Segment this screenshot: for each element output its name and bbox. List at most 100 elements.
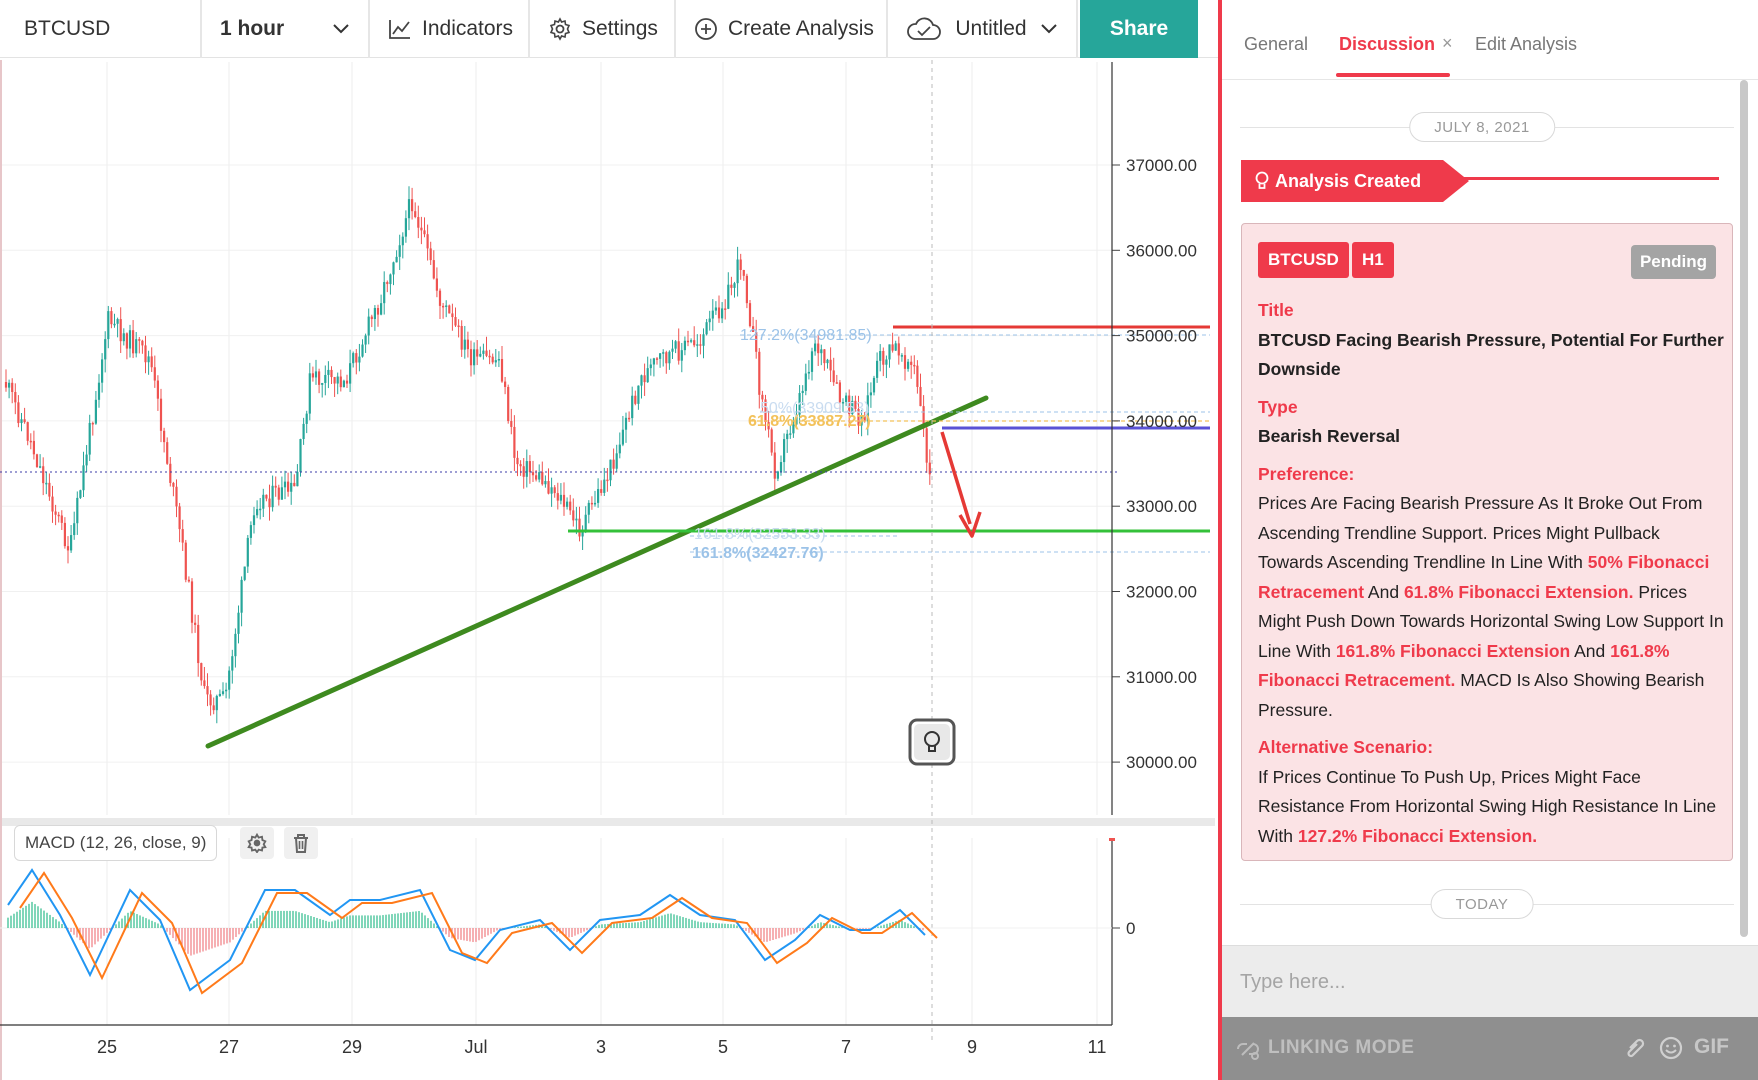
macd-remove-button[interactable]: [284, 827, 318, 859]
macd-settings-button[interactable]: [240, 827, 274, 859]
paperclip-icon[interactable]: [1622, 1035, 1648, 1061]
candle-body: [352, 353, 355, 364]
ascending-trendline[interactable]: [205, 395, 989, 749]
scrollbar-thumb[interactable]: [1740, 80, 1748, 937]
time-tick-label: 9: [967, 1037, 977, 1057]
candle-body: [786, 433, 789, 440]
candle-body: [144, 345, 147, 363]
candle-body: [299, 439, 302, 472]
candle-body: [820, 349, 823, 354]
link-icon[interactable]: [1234, 1035, 1262, 1063]
text-segment: MACD Is Also Showing Bearish Pressure.: [1258, 670, 1705, 720]
message-input[interactable]: [1222, 946, 1758, 1018]
chart-area[interactable]: BTCUSD 1 hour Indicators Settings Create…: [0, 0, 1220, 1080]
candle-body: [423, 230, 426, 235]
candle-body: [380, 303, 383, 315]
fib-label-127: 127.2%(34981.85): [740, 327, 872, 344]
tab-general[interactable]: General: [1244, 34, 1309, 54]
bearish-projection-arrow[interactable]: [940, 431, 982, 538]
candle-body: [293, 482, 296, 487]
candle-body: [181, 529, 184, 543]
candle-body: [107, 311, 110, 340]
time-tick-label: 25: [97, 1037, 117, 1057]
candle-body: [535, 475, 538, 480]
candle-body: [680, 350, 683, 361]
analysis-created-marker: Analysis Created: [1241, 160, 1470, 202]
indicators-button[interactable]: Indicators: [370, 0, 530, 58]
candle-body: [671, 348, 674, 352]
candle-body: [231, 656, 234, 671]
candle-body: [761, 394, 764, 400]
layout-dropdown[interactable]: Untitled: [888, 0, 1078, 58]
time-tick-label: 27: [219, 1037, 239, 1057]
candle-body: [345, 380, 349, 384]
discussion-panel: General Discussion × Edit Analysis JULY …: [1218, 0, 1758, 1080]
candle-body: [76, 497, 79, 524]
candle-body: [497, 359, 500, 361]
gif-button[interactable]: GIF: [1694, 1035, 1729, 1058]
price-tick-label: 35000.00: [1126, 327, 1197, 346]
symbol-label: BTCUSD: [24, 17, 111, 40]
candle-body: [339, 376, 342, 388]
candle-body: [659, 353, 662, 359]
candle-body: [147, 356, 150, 363]
price-chart[interactable]: 127.2%(34981.85) 61.8%(33887.27) 50%(339…: [0, 58, 1220, 1080]
candle-body: [91, 422, 94, 425]
indicators-label: Indicators: [422, 17, 514, 40]
candle-body: [897, 343, 900, 356]
analysis-card[interactable]: BTCUSD H1 Pending Title BTCUSD Facing Be…: [1241, 223, 1733, 861]
candle-body: [838, 382, 841, 403]
candle-body: [696, 344, 699, 346]
highlight-segment: 50% Fibonacci Retracement: [1258, 552, 1710, 602]
candle-body: [913, 364, 916, 367]
idea-marker[interactable]: [908, 718, 956, 766]
highlight-segment: 161.8% Fibonacci Extension: [1335, 640, 1571, 661]
preference-label: Preference:: [1258, 463, 1355, 484]
candle-body: [200, 663, 203, 681]
time-tick-label: 7: [841, 1037, 851, 1057]
emoji-icon[interactable]: [1658, 1035, 1684, 1061]
tab-edit-analysis[interactable]: Edit Analysis: [1475, 34, 1578, 54]
candle-body: [624, 417, 628, 430]
candle-body: [711, 310, 714, 319]
linking-mode-label[interactable]: LINKING MODE: [1268, 1037, 1415, 1058]
candle-body: [569, 501, 572, 511]
candle-body: [693, 340, 696, 346]
candle-body: [553, 487, 556, 494]
interval-dropdown[interactable]: 1 hour: [202, 0, 370, 58]
candle-body: [324, 374, 327, 383]
signal-line: [19, 871, 938, 995]
date-separator-today: TODAY: [1222, 889, 1742, 919]
create-analysis-button[interactable]: Create Analysis: [676, 0, 888, 58]
candle-body: [872, 377, 876, 393]
candle-body: [584, 514, 587, 530]
gear-icon: [247, 833, 267, 853]
candle-body: [159, 398, 163, 431]
time-tick-label: 3: [596, 1037, 606, 1057]
candle-body: [714, 307, 717, 311]
panel-scrollbar[interactable]: [1740, 80, 1750, 940]
candle-body: [618, 444, 621, 454]
analysis-title: BTCUSD Facing Bearish Pressure, Potentia…: [1258, 329, 1724, 380]
candle-body: [163, 430, 166, 443]
candle-body: [442, 305, 445, 308]
share-button[interactable]: Share: [1080, 0, 1198, 58]
text-segment: Prices Might Push Down Towards Horizonta…: [1258, 581, 1724, 661]
close-tab-icon[interactable]: ×: [1442, 33, 1453, 53]
tab-discussion[interactable]: Discussion: [1339, 34, 1436, 54]
candle-body: [308, 373, 311, 414]
macd-legend[interactable]: MACD (12, 26, close, 9): [14, 825, 218, 861]
candle-body: [587, 502, 590, 515]
candle-body: [417, 217, 420, 228]
layout-name-label: Untitled: [955, 17, 1027, 40]
settings-button[interactable]: Settings: [530, 0, 676, 58]
symbol-selector[interactable]: BTCUSD: [0, 0, 202, 58]
candle-body: [652, 358, 655, 365]
candle-body: [832, 370, 835, 383]
pane-separator[interactable]: [0, 818, 1215, 826]
candle-body: [504, 381, 507, 387]
candle-body: [187, 579, 190, 582]
candle-body: [386, 282, 389, 285]
timeframe-badge: H1: [1352, 242, 1394, 278]
candle-body: [246, 537, 249, 567]
